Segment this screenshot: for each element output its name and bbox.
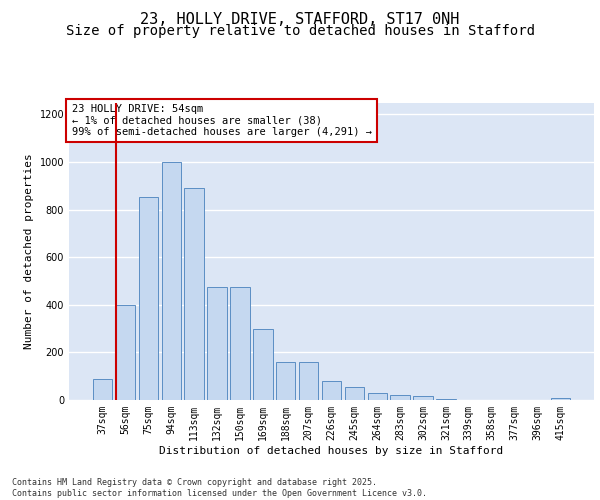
Bar	[322, 381, 341, 400]
Text: 23 HOLLY DRIVE: 54sqm
← 1% of detached houses are smaller (38)
99% of semi-detac: 23 HOLLY DRIVE: 54sqm ← 1% of detached h…	[71, 104, 371, 137]
Bar	[253, 328, 272, 400]
Bar	[139, 196, 158, 400]
Bar	[184, 188, 204, 400]
Bar	[276, 362, 295, 400]
Bar	[93, 378, 112, 400]
Bar	[368, 393, 387, 400]
X-axis label: Distribution of detached houses by size in Stafford: Distribution of detached houses by size …	[160, 446, 503, 456]
Bar	[391, 395, 410, 400]
Text: Size of property relative to detached houses in Stafford: Size of property relative to detached ho…	[65, 24, 535, 38]
Bar	[208, 287, 227, 400]
Bar	[161, 162, 181, 400]
Bar	[413, 396, 433, 400]
Bar	[299, 362, 319, 400]
Bar	[551, 398, 570, 400]
Bar	[116, 305, 135, 400]
Bar	[230, 287, 250, 400]
Bar	[344, 387, 364, 400]
Bar	[436, 399, 455, 400]
Text: Contains HM Land Registry data © Crown copyright and database right 2025.
Contai: Contains HM Land Registry data © Crown c…	[12, 478, 427, 498]
Y-axis label: Number of detached properties: Number of detached properties	[24, 154, 34, 349]
Text: 23, HOLLY DRIVE, STAFFORD, ST17 0NH: 23, HOLLY DRIVE, STAFFORD, ST17 0NH	[140, 12, 460, 28]
